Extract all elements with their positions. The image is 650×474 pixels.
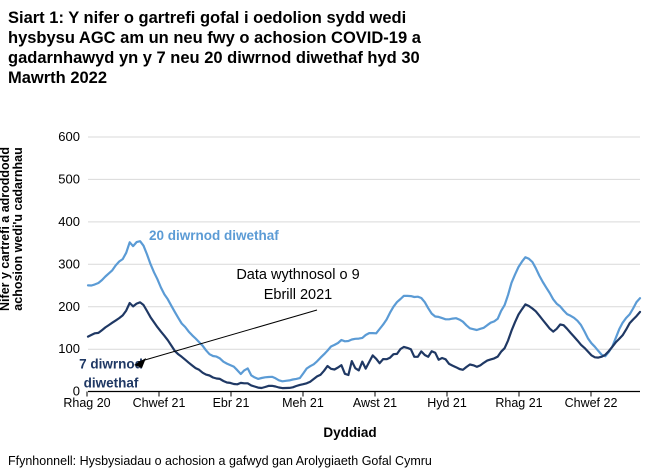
svg-text:20 diwrnod diwethaf: 20 diwrnod diwethaf	[149, 228, 279, 243]
svg-text:600: 600	[58, 129, 80, 144]
svg-text:Meh 21: Meh 21	[282, 396, 324, 410]
svg-text:Ebrill 2021: Ebrill 2021	[264, 287, 333, 303]
svg-text:Hyd 21: Hyd 21	[427, 396, 467, 410]
svg-text:7 diwrnod: 7 diwrnod	[79, 357, 143, 372]
svg-text:Chwef 21: Chwef 21	[133, 396, 186, 410]
svg-text:Ebr 21: Ebr 21	[213, 396, 250, 410]
svg-text:500: 500	[58, 171, 80, 186]
svg-text:Rhag 21: Rhag 21	[495, 396, 542, 410]
svg-text:Rhag 20: Rhag 20	[63, 396, 110, 410]
svg-text:100: 100	[58, 341, 80, 356]
svg-text:achosion wedi'u cadarnhau: achosion wedi'u cadarnhau	[11, 147, 25, 310]
svg-text:300: 300	[58, 256, 80, 271]
svg-text:Chwef 22: Chwef 22	[565, 396, 618, 410]
svg-text:diwethaf: diwethaf	[84, 376, 139, 391]
svg-text:200: 200	[58, 299, 80, 314]
svg-text:Awst 21: Awst 21	[353, 396, 397, 410]
svg-text:Data wythnosol o 9: Data wythnosol o 9	[236, 267, 359, 283]
svg-text:400: 400	[58, 214, 80, 229]
